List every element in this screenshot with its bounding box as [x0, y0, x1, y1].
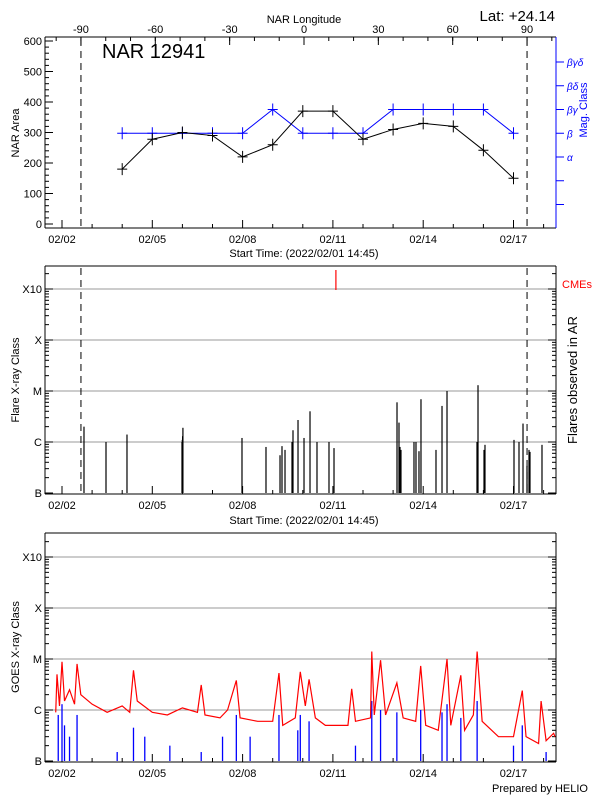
y-tick-label: B: [35, 488, 42, 500]
x-tick-label: 02/11: [320, 768, 347, 780]
y-tick-label: 500: [24, 67, 42, 79]
mag-class-marker: [448, 103, 459, 116]
y2-tick-label: βδ: [566, 82, 579, 93]
top-axis-title: NAR Longitude: [267, 14, 342, 26]
goes-long-line: [55, 651, 556, 745]
x-tick-label: 02/05: [139, 500, 167, 512]
x2-tick-label: -30: [222, 24, 238, 36]
mag-class-marker: [327, 127, 338, 140]
y-tick-label: M: [33, 386, 42, 398]
x2-tick-label: -60: [147, 24, 163, 36]
mag-class-marker: [297, 127, 308, 140]
x2-tick-label: 60: [447, 24, 459, 36]
nar-area-marker: [448, 120, 459, 133]
y-tick-label: C: [34, 437, 42, 449]
y-tick-label: 600: [24, 36, 42, 48]
mag-class-marker: [117, 127, 128, 140]
mag-class-marker: [418, 103, 429, 116]
mag-class-marker: [267, 103, 278, 116]
x-tick-label: 02/08: [229, 768, 257, 780]
x-tick-label: 02/08: [229, 234, 257, 246]
goes-axis-label: GOES X-ray Class: [10, 601, 22, 693]
x-tick-label: 02/17: [500, 500, 528, 512]
y-tick-label: B: [35, 756, 42, 768]
nar-area-marker: [388, 123, 399, 136]
y-tick-label: C: [34, 705, 42, 717]
panel1-xlabel: Start Time: (2022/02/01 14:45): [229, 248, 378, 260]
x-tick-label: 02/05: [139, 768, 167, 780]
x2-tick-label: 0: [301, 24, 307, 36]
y-tick-label: 300: [24, 128, 42, 140]
y-tick-label: 0: [36, 219, 42, 231]
nar-area-marker: [297, 105, 308, 118]
y2-tick-label: βγδ: [566, 58, 584, 69]
nar-area-marker: [177, 126, 188, 139]
x-tick-label: 02/08: [229, 500, 257, 512]
nar-area-marker: [237, 150, 248, 163]
panel2-xlabel: Start Time: (2022/02/01 14:45): [229, 515, 378, 527]
cme-label: CMEs: [562, 279, 592, 291]
mag-class-marker: [388, 103, 399, 116]
y-tick-label: M: [33, 654, 42, 666]
x-tick-label: 02/11: [320, 500, 347, 512]
x-tick-label: 02/02: [48, 768, 76, 780]
nar-area-marker: [267, 138, 278, 151]
mag-class-marker: [237, 127, 248, 140]
y2-tick-label: α: [567, 153, 573, 164]
area-axis-label: NAR Area: [10, 108, 22, 158]
footer-credit: Prepared by HELIO: [492, 783, 588, 795]
x-tick-label: 02/17: [500, 234, 528, 246]
x-tick-label: 02/02: [48, 500, 76, 512]
region-title: NAR 12941: [102, 41, 205, 63]
x-tick-label: 02/14: [409, 500, 437, 512]
lat-label: Lat: +24.14: [480, 8, 555, 25]
y2-tick-label: β: [566, 129, 573, 140]
y-tick-label: 400: [24, 97, 42, 109]
flare-axis-label: Flare X-ray Class: [10, 337, 22, 422]
mag-class-axis-label: Mag. Class: [578, 82, 590, 138]
nar-area-marker: [327, 105, 338, 118]
nar-area-marker: [478, 144, 489, 157]
mag-class-marker: [478, 103, 489, 116]
y-tick-label: X: [35, 335, 43, 347]
x-tick-label: 02/11: [320, 234, 347, 246]
y-tick-label: 100: [24, 189, 42, 201]
x-tick-label: 02/02: [48, 234, 76, 246]
nar-area-marker: [117, 163, 128, 176]
y-tick-label: X10: [22, 552, 42, 564]
mag-class-line: [122, 108, 514, 134]
nar-area-marker: [207, 129, 218, 142]
nar-area-marker: [147, 133, 158, 146]
x-tick-label: 02/17: [500, 768, 528, 780]
x-tick-label: 02/14: [409, 234, 437, 246]
flares-observed-label: Flares observed in AR: [565, 316, 580, 444]
mag-class-marker: [508, 127, 519, 140]
y-tick-label: X: [35, 603, 43, 615]
nar-area-marker: [358, 133, 368, 146]
x-tick-label: 02/05: [139, 234, 167, 246]
x-tick-label: 02/14: [409, 768, 437, 780]
y2-tick-label: βγ: [566, 106, 579, 117]
nar-area-marker: [418, 117, 429, 130]
x2-tick-label: 30: [372, 24, 384, 36]
nar-area-marker: [508, 172, 519, 185]
y-tick-label: X10: [22, 284, 42, 296]
nar-area-line: [121, 110, 514, 179]
y-tick-label: 200: [24, 158, 42, 170]
x2-tick-label: -90: [73, 24, 89, 36]
x2-tick-label: 90: [521, 24, 533, 36]
